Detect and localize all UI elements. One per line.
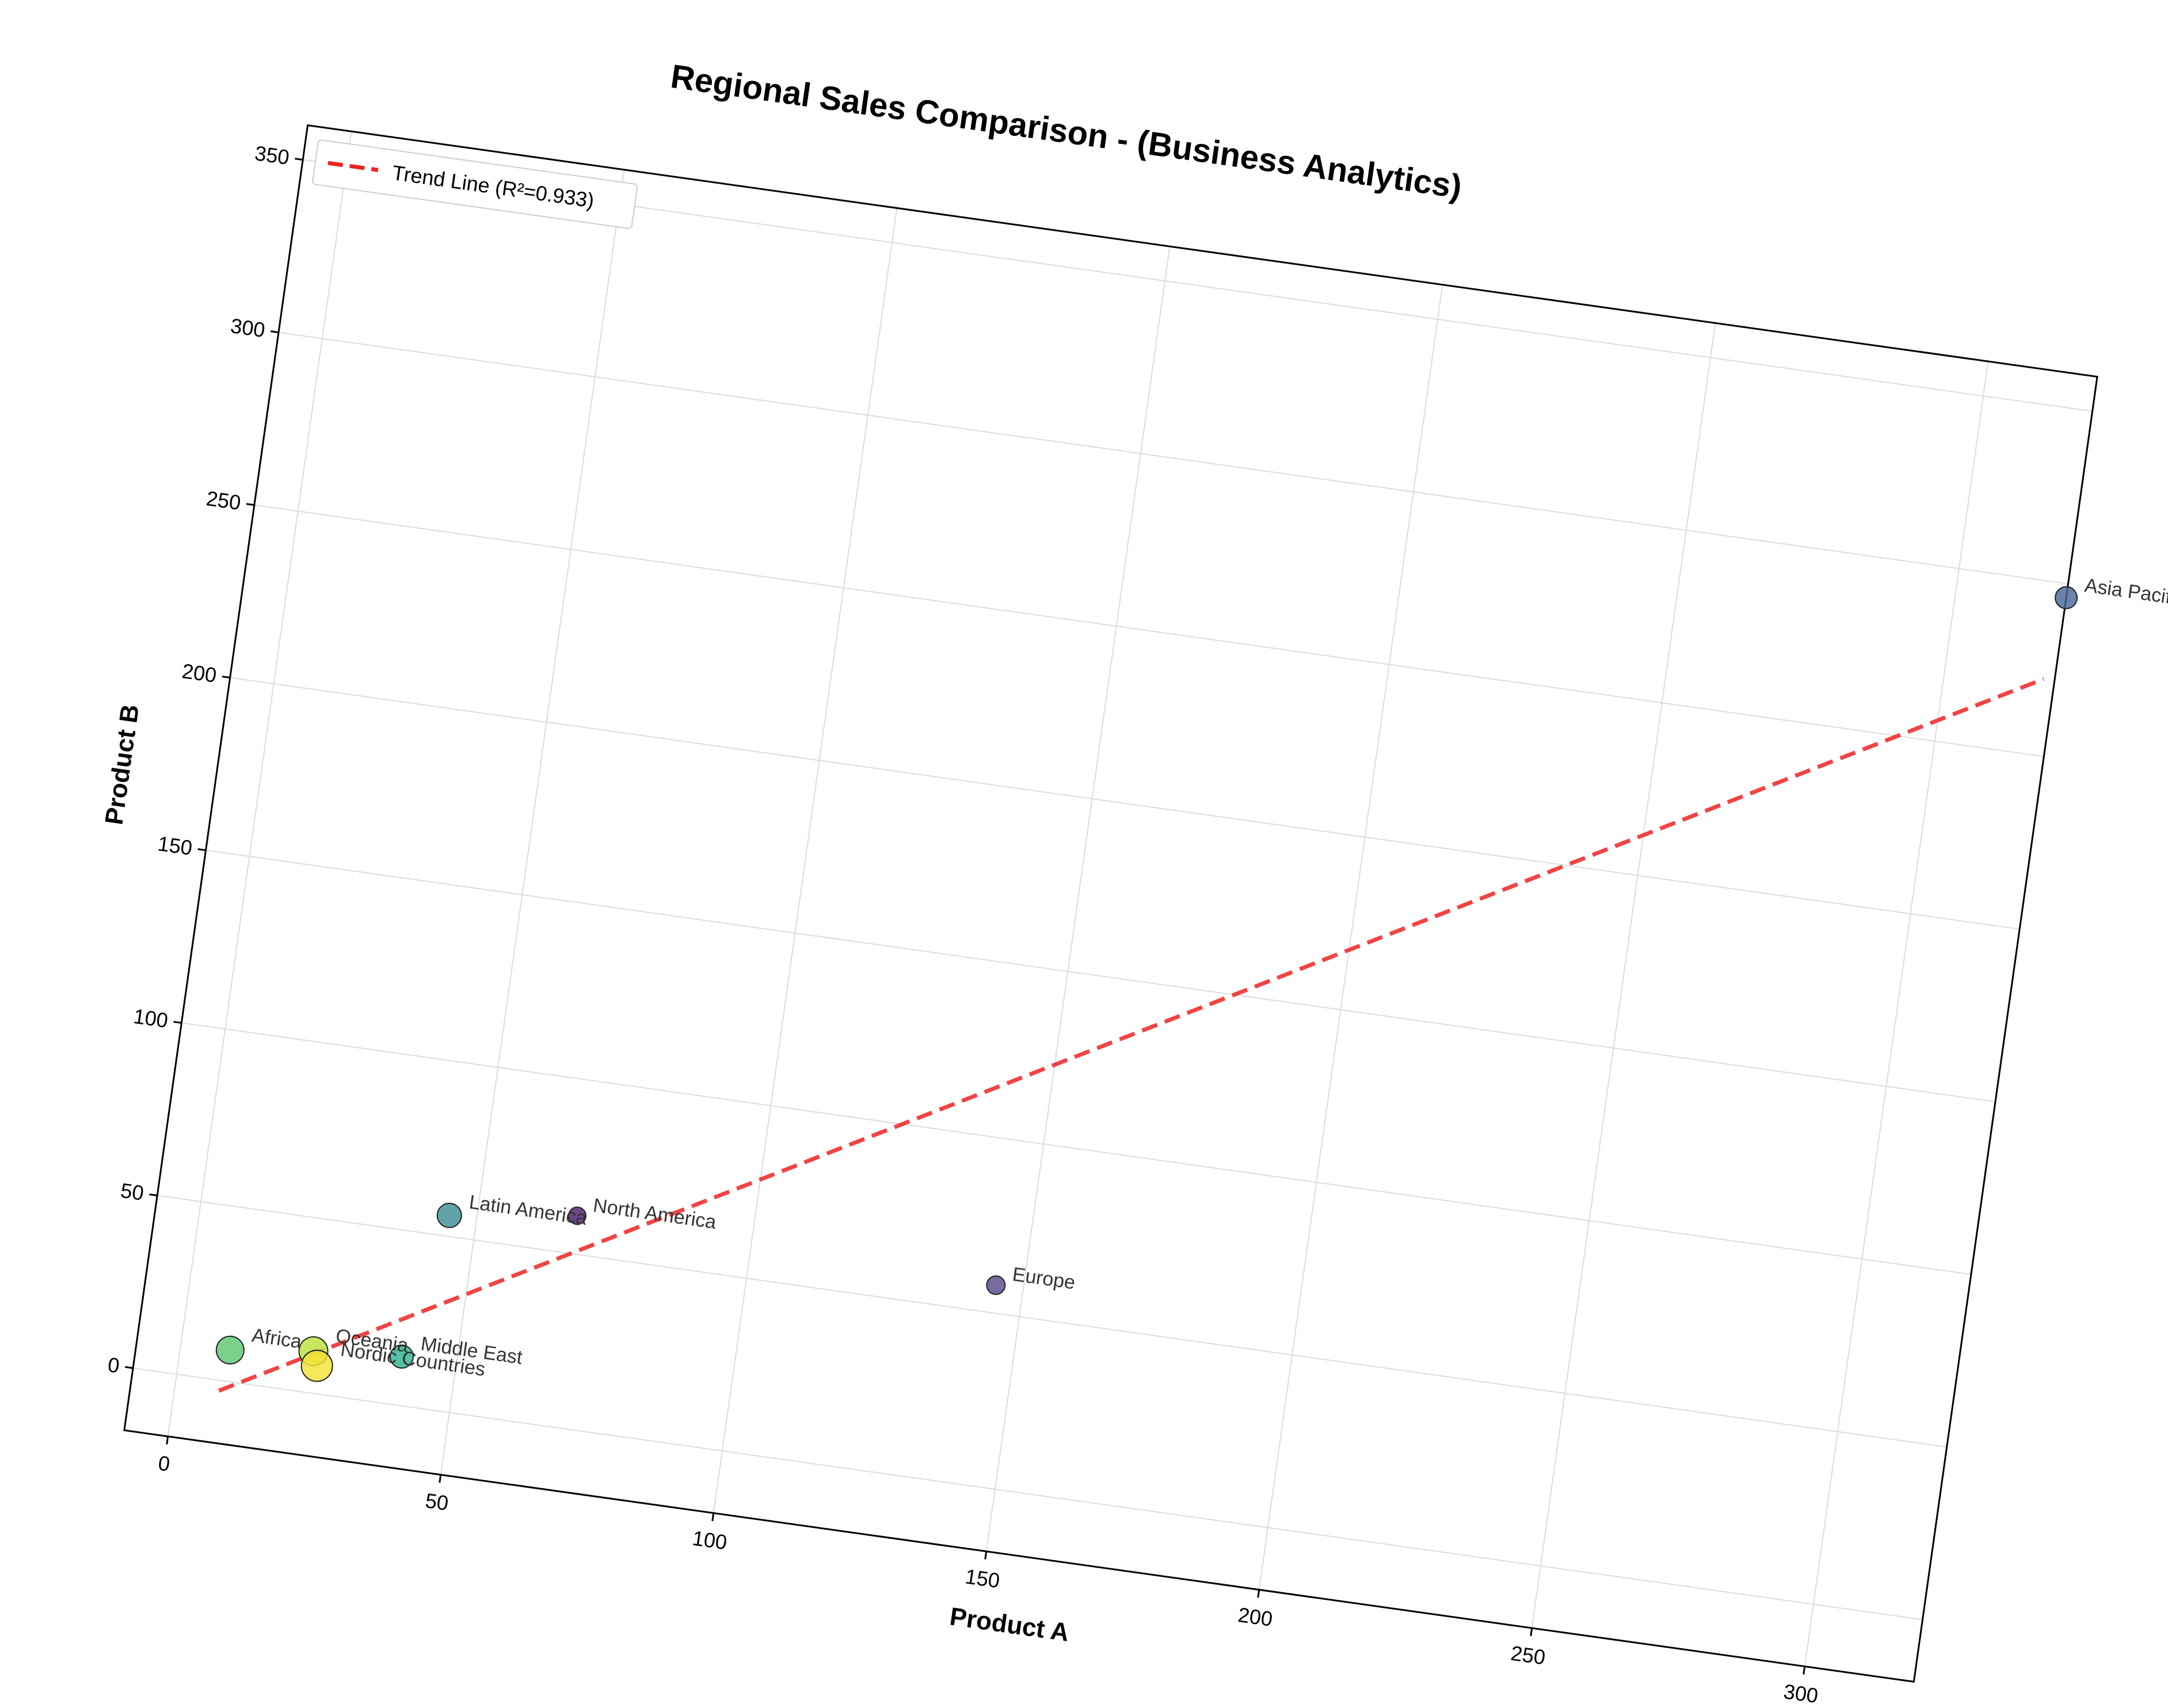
x-tick-label: 50 [424, 1489, 449, 1515]
x-tick-mark [439, 1474, 442, 1483]
legend-box [312, 139, 638, 229]
x-axis-title: Product A [948, 1602, 1070, 1647]
x-axis: 0 50 100 150 200 250 300 [157, 1436, 1820, 1707]
grid-line-x [985, 246, 1171, 1552]
y-tick-mark [222, 676, 230, 679]
legend-swatch-trend-line [327, 161, 379, 172]
x-tick-label: 150 [964, 1564, 1001, 1592]
y-tick-label: 50 [119, 1179, 145, 1205]
y-tick-label: 150 [157, 832, 194, 860]
grid-line-x [440, 169, 625, 1475]
point-africa [215, 1336, 245, 1365]
y-tick-label: 300 [229, 314, 266, 342]
point-europe [986, 1275, 1006, 1295]
x-tick-label: 250 [1510, 1641, 1547, 1669]
grid-line-y [230, 677, 2020, 930]
point-latin-america [436, 1203, 462, 1229]
x-tick-mark [984, 1551, 988, 1560]
grid-line-x [167, 131, 352, 1437]
x-tick-mark [711, 1513, 715, 1522]
point-label-asia-pacific: Asia Pacific [2083, 574, 2168, 610]
x-tick-label: 200 [1237, 1603, 1274, 1631]
y-tick-mark [173, 1021, 182, 1024]
y-tick-mark [197, 848, 206, 851]
grid-line-y [157, 1195, 1947, 1448]
grid-line-x [712, 208, 898, 1513]
point-nordic-countries [300, 1349, 333, 1382]
scatter-points: North America Europe Asia Pacific Latin Ame… [215, 574, 2168, 1382]
y-tick-mark [270, 330, 279, 334]
point-north-america [568, 1206, 587, 1225]
plot-area: 0 50 100 150 200 250 300 0 50 100 150 200 250 300 350… [100, 124, 2168, 1707]
y-tick-mark [149, 1193, 158, 1196]
x-tick-mark [1530, 1627, 1533, 1637]
grid-line-y [205, 849, 1996, 1103]
y-tick-mark [125, 1366, 134, 1369]
plot-frame [123, 124, 2098, 1683]
chart-title: Regional Sales Comparison - (Business An… [668, 58, 1464, 205]
grid-line-x [1258, 284, 1443, 1590]
y-tick-label: 200 [181, 659, 218, 687]
x-tick-mark [1257, 1589, 1260, 1598]
y-tick-label: 350 [253, 141, 291, 169]
y-tick-mark [246, 503, 255, 506]
point-label-europe: Europe [1011, 1263, 1077, 1294]
y-tick-label: 100 [132, 1004, 169, 1032]
point-middle-east [389, 1344, 414, 1369]
grid-line-y [278, 331, 2068, 585]
trend-line [218, 677, 2045, 1393]
grid-line-y [181, 1022, 1971, 1275]
grid-line-y [132, 1367, 1923, 1621]
x-tick-mark [1803, 1666, 1806, 1675]
point-label-africa: Africa [250, 1324, 303, 1353]
point-label-north-america: North America [592, 1195, 718, 1234]
grid-line-x [1804, 361, 1989, 1667]
y-tick-label: 250 [205, 486, 242, 514]
y-axis-title: Product B [100, 703, 144, 826]
point-label-latin-america: Latin America [468, 1191, 588, 1229]
x-tick-label: 300 [1782, 1679, 1820, 1707]
y-tick-mark [295, 158, 303, 161]
grid-line-y [254, 504, 2044, 757]
x-tick-label: 100 [691, 1526, 729, 1554]
x-tick-mark [166, 1436, 169, 1445]
legend: Trend Line (R²=0.933) [312, 139, 638, 229]
y-axis: 0 50 100 150 200 250 300 350 [106, 141, 303, 1378]
point-asia-pacific [2055, 586, 2078, 609]
grid [132, 131, 2093, 1667]
y-tick-label: 0 [106, 1352, 121, 1377]
x-tick-label: 0 [157, 1451, 172, 1476]
grid-line-x [1531, 323, 1716, 1629]
